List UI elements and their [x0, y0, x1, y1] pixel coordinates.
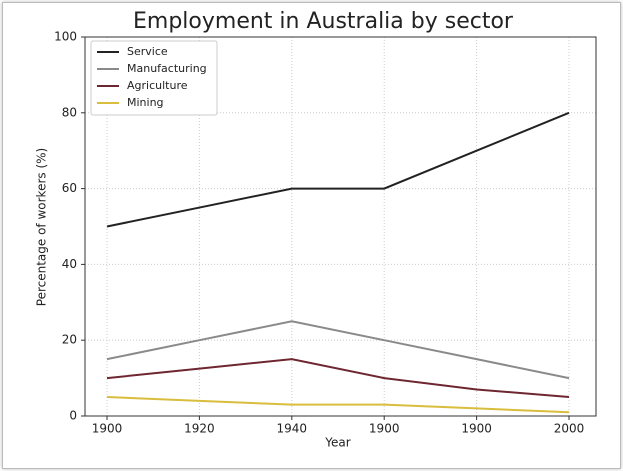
legend-label: Mining	[127, 96, 164, 109]
y-tick-label: 80	[62, 105, 77, 119]
x-tick-label: 1900	[369, 422, 400, 436]
x-tick-label: 1940	[277, 422, 308, 436]
legend: Service Manufacturing Agriculture Mining	[90, 40, 218, 116]
plot-frame	[84, 36, 597, 417]
series-line	[106, 358, 570, 399]
legend-label: Manufacturing	[127, 62, 207, 75]
y-tick-label: 40	[62, 257, 77, 271]
x-tick-label: 1900	[92, 422, 123, 436]
series-line	[106, 396, 570, 414]
legend-label: Agriculture	[127, 79, 188, 92]
y-tick-label: 100	[54, 30, 77, 44]
legend-box	[90, 40, 218, 116]
series-line	[106, 320, 570, 380]
x-tick-label: 1920	[184, 422, 215, 436]
y-tick-label: 0	[69, 409, 77, 423]
x-axis-label: Year	[324, 436, 350, 450]
y-tick-label: 20	[62, 333, 77, 347]
y-tick-label: 60	[62, 181, 77, 195]
y-axis-label: Percentage of workers (%)	[35, 148, 49, 306]
series-line	[106, 111, 570, 228]
legend-label: Service	[127, 45, 168, 58]
chart-title: Employment in Australia by sector	[133, 9, 514, 34]
x-tick-label: 1900	[461, 422, 492, 436]
x-tick-label: 2000	[554, 422, 585, 436]
